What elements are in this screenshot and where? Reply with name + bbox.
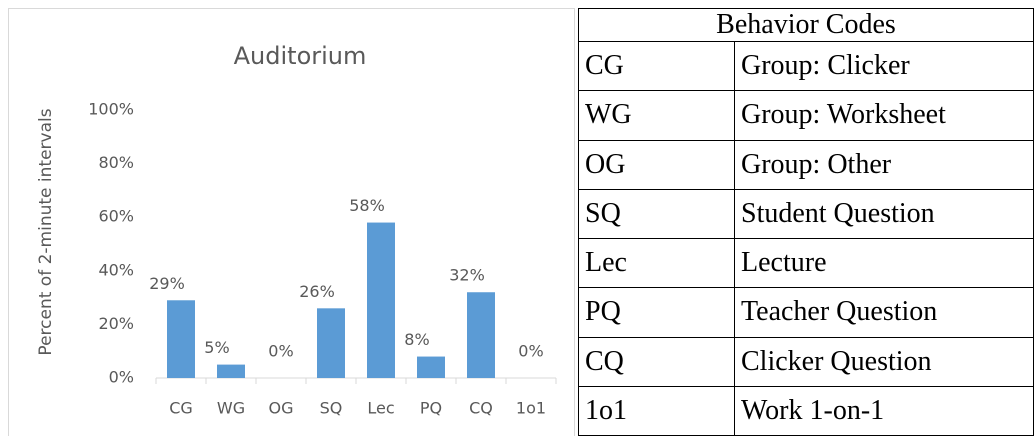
code-cell: PQ: [578, 287, 735, 338]
x-tick-label: WG: [217, 399, 245, 418]
chart: Auditorium Percent of 2-minute intervals…: [8, 8, 575, 436]
code-cell: 1o1: [578, 385, 735, 436]
description-cell: Clicker Question: [734, 336, 1034, 387]
description-cell: Group: Worksheet: [734, 90, 1034, 141]
y-tick-label: 60%: [98, 207, 134, 226]
y-tick-label: 20%: [98, 314, 134, 333]
table-row: WG Group: Worksheet: [578, 90, 1034, 141]
x-tick-label: OG: [269, 399, 294, 418]
code-cell: CG: [578, 40, 735, 92]
y-tick-label: 80%: [98, 153, 134, 172]
y-tick-label: 40%: [98, 260, 134, 279]
description-cell: Teacher Question: [734, 287, 1034, 338]
bar: [217, 364, 245, 378]
value-label: 58%: [349, 196, 385, 215]
y-axis-label: Percent of 2-minute intervals: [36, 108, 56, 355]
x-tick-label: PQ: [420, 399, 442, 418]
value-label: 8%: [404, 330, 429, 349]
value-label: 26%: [299, 282, 335, 301]
x-tick-label: CQ: [469, 399, 493, 418]
description-cell: Group: Other: [734, 139, 1034, 190]
description-cell: Lecture: [734, 237, 1034, 289]
table-row: Lec Lecture: [578, 237, 1034, 289]
x-tick-label: CG: [169, 399, 193, 418]
table-row: CG Group: Clicker: [578, 40, 1034, 92]
y-tick-label: 100%: [88, 100, 134, 119]
value-label: 29%: [149, 274, 185, 293]
x-tick-label: Lec: [367, 399, 394, 418]
table-row: SQ Student Question: [578, 188, 1034, 240]
code-cell: OG: [578, 139, 735, 190]
table-row: PQ Teacher Question: [578, 287, 1034, 338]
table-row: CQ Clicker Question: [578, 336, 1034, 387]
code-cell: Lec: [578, 237, 735, 289]
code-cell: SQ: [578, 188, 735, 240]
value-label: 0%: [268, 342, 293, 361]
behavior-table: Behavior Codes CG Group: Clicker WG Group: …: [578, 8, 1034, 436]
description-cell: Student Question: [734, 188, 1034, 240]
code-cell: WG: [578, 90, 735, 141]
bar: [417, 356, 445, 378]
table-row: 1o1 Work 1-on-1: [578, 385, 1034, 436]
table-title: Behavior Codes: [578, 8, 1034, 42]
value-label: 5%: [204, 338, 229, 357]
code-cell: CQ: [578, 336, 735, 387]
table-row: OG Group: Other: [578, 139, 1034, 190]
value-label: 0%: [518, 342, 543, 361]
chart-title: Auditorium: [234, 42, 367, 70]
description-cell: Work 1-on-1: [734, 385, 1034, 436]
x-tick-label: 1o1: [516, 399, 546, 418]
x-tick-label: SQ: [320, 399, 343, 418]
bar: [467, 292, 495, 378]
bar: [317, 308, 345, 378]
value-label: 32%: [449, 266, 485, 285]
description-cell: Group: Clicker: [734, 40, 1034, 92]
chart-border: [8, 8, 575, 436]
y-tick-label: 0%: [109, 368, 134, 387]
bar: [367, 222, 395, 378]
bar: [167, 300, 195, 378]
